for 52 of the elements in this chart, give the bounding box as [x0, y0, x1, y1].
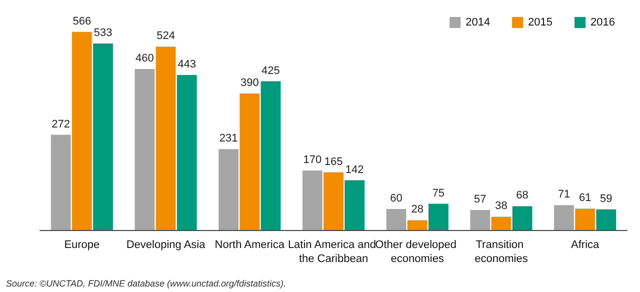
bar	[470, 210, 490, 230]
data-label: 524	[156, 30, 175, 42]
bar	[240, 94, 260, 230]
data-label: 272	[52, 118, 70, 130]
bar	[386, 209, 406, 230]
data-label: 71	[558, 188, 570, 201]
data-label: 533	[94, 26, 112, 39]
bar	[93, 43, 113, 230]
bar	[218, 149, 239, 230]
data-label: 566	[72, 15, 92, 28]
legend-label: 2015	[528, 16, 553, 28]
legend-label: 2014	[466, 16, 490, 28]
x-tick-label: Transition economies	[474, 239, 528, 265]
data-label: 61	[578, 192, 592, 204]
bar	[491, 216, 512, 230]
bar	[512, 206, 532, 230]
data-label: 28	[411, 204, 424, 216]
data-label: 425	[262, 64, 280, 77]
data-label: 460	[136, 52, 154, 64]
bar	[596, 209, 616, 230]
data-label: 165	[324, 156, 343, 168]
data-label: 68	[516, 190, 528, 202]
x-tick-label: Other developed economies	[375, 239, 460, 265]
bar	[50, 134, 71, 230]
bar	[324, 172, 344, 230]
bar	[575, 208, 596, 230]
data-label: 443	[178, 58, 196, 70]
x-tick-label: Africa	[571, 239, 600, 251]
data-label: 57	[474, 194, 486, 206]
bar	[134, 69, 155, 230]
data-label: 142	[345, 164, 364, 176]
bar	[554, 205, 574, 230]
bar	[72, 32, 92, 230]
data-label: 390	[240, 77, 259, 89]
x-tick-label: Europe	[64, 239, 100, 251]
data-label: 231	[219, 132, 238, 145]
bar	[428, 204, 448, 230]
legend-label: 2016	[590, 16, 616, 28]
data-label: 170	[303, 154, 322, 166]
bar	[407, 220, 428, 230]
bar	[344, 180, 365, 230]
data-label: 59	[600, 192, 612, 205]
x-tick-label: North America	[214, 239, 286, 251]
bar	[302, 170, 322, 230]
data-label: 75	[432, 187, 445, 200]
bar	[156, 46, 176, 230]
data-label: 60	[390, 192, 402, 204]
source-note: Source: ©UNCTAD, FDI/MNE database (www.unctad.org/fdistatistics).	[6, 278, 286, 288]
bar	[176, 74, 197, 230]
bar	[260, 81, 281, 230]
x-tick-label: Developing Asia	[126, 239, 206, 251]
data-label: 38	[495, 200, 508, 212]
